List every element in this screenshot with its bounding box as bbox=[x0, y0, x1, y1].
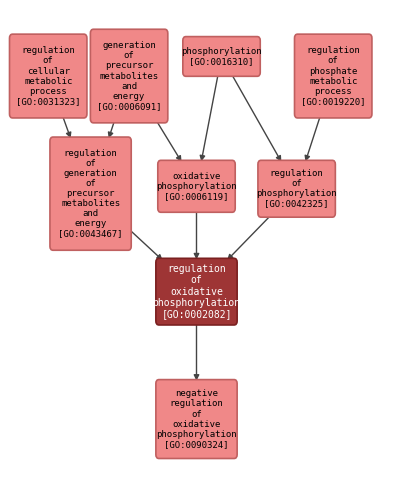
Text: regulation
of
generation
of
precursor
metabolites
and
energy
[GO:0043467]: regulation of generation of precursor me… bbox=[58, 149, 123, 238]
Text: regulation
of
phosphate
metabolic
process
[GO:0019220]: regulation of phosphate metabolic proces… bbox=[301, 46, 365, 106]
Text: negative
regulation
of
oxidative
phosphorylation
[GO:0090324]: negative regulation of oxidative phospho… bbox=[156, 390, 237, 448]
Text: phosphorylation
[GO:0016310]: phosphorylation [GO:0016310] bbox=[181, 47, 262, 66]
FancyBboxPatch shape bbox=[294, 34, 372, 118]
FancyBboxPatch shape bbox=[50, 137, 131, 250]
Text: oxidative
phosphorylation
[GO:0006119]: oxidative phosphorylation [GO:0006119] bbox=[156, 172, 237, 201]
FancyBboxPatch shape bbox=[90, 30, 168, 123]
FancyBboxPatch shape bbox=[258, 160, 335, 217]
Text: regulation
of
cellular
metabolic
process
[GO:0031323]: regulation of cellular metabolic process… bbox=[16, 46, 81, 106]
FancyBboxPatch shape bbox=[9, 34, 87, 118]
FancyBboxPatch shape bbox=[183, 36, 260, 76]
Text: generation
of
precursor
metabolites
and
energy
[GO:0006091]: generation of precursor metabolites and … bbox=[97, 42, 162, 110]
Text: regulation
of
oxidative
phosphorylation
[GO:0002082]: regulation of oxidative phosphorylation … bbox=[152, 264, 241, 319]
FancyBboxPatch shape bbox=[156, 258, 237, 325]
Text: regulation
of
phosphorylation
[GO:0042325]: regulation of phosphorylation [GO:004232… bbox=[256, 169, 337, 208]
FancyBboxPatch shape bbox=[158, 160, 235, 212]
FancyBboxPatch shape bbox=[156, 380, 237, 458]
